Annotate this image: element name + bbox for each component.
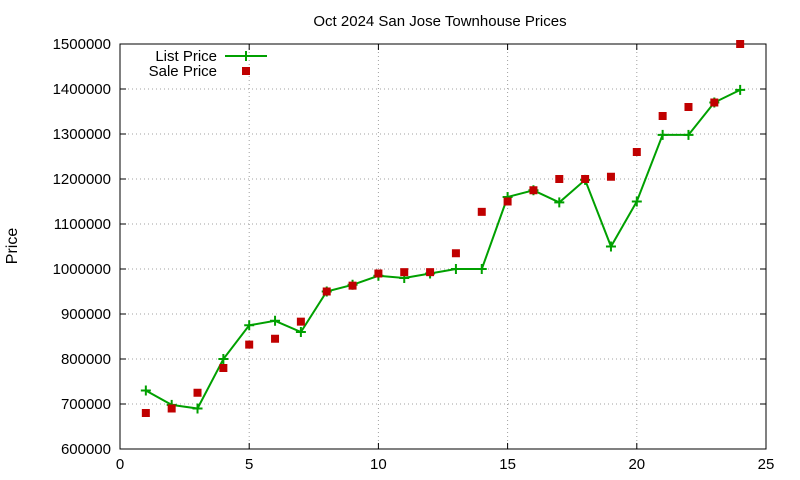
sale-price-point xyxy=(710,98,719,107)
list-price-point xyxy=(657,129,668,140)
y-axis-label: Price xyxy=(4,228,21,265)
legend-label: Sale Price xyxy=(149,63,217,80)
sale-price-point xyxy=(658,112,667,120)
sale-price-point xyxy=(581,175,590,183)
list-price-point xyxy=(631,196,642,207)
sale-price-point xyxy=(348,281,357,290)
sale-price-point xyxy=(426,268,435,277)
sale-price-point xyxy=(167,404,176,413)
list-price-point xyxy=(605,241,616,252)
sale-price-point xyxy=(141,409,150,417)
sale-price-point xyxy=(400,268,409,277)
sale-price-point xyxy=(684,103,693,111)
sale-price-point xyxy=(374,269,383,278)
list-price-point xyxy=(140,385,151,396)
legend-plus-marker xyxy=(241,51,251,61)
x-tick-label: 20 xyxy=(628,456,645,473)
list-price-point xyxy=(735,84,746,95)
axes: 0 5 10 15 20 25 600000 700000 800000 900000 100000… xyxy=(53,36,775,473)
sale-price-point xyxy=(451,249,460,258)
sale-price-point xyxy=(606,172,615,181)
y-tick-label: 1400000 xyxy=(53,81,111,98)
sale-price-point xyxy=(632,148,641,156)
list-price-point xyxy=(192,403,203,414)
sale-price-point xyxy=(477,207,486,216)
y-tick-label: 1000000 xyxy=(53,261,111,278)
y-tick-label: 800000 xyxy=(61,351,111,368)
sale-price-point xyxy=(296,317,305,326)
x-tick-label: 15 xyxy=(499,456,516,473)
list-price-point xyxy=(683,129,694,140)
sale-price-point xyxy=(529,186,538,195)
y-tick-label: 1300000 xyxy=(53,126,111,143)
list-price-point xyxy=(218,354,229,364)
sale-price-point xyxy=(322,287,331,296)
y-tick-label: 900000 xyxy=(61,306,111,323)
list-price-point xyxy=(476,264,487,274)
sale-price-point xyxy=(219,364,228,372)
list-price-point xyxy=(295,327,306,337)
series-line xyxy=(145,89,741,410)
legend-square-marker xyxy=(242,67,250,75)
y-tick-label: 600000 xyxy=(61,441,111,458)
chart-title: Oct 2024 San Jose Townhouse Prices xyxy=(313,13,566,30)
sale-price-point xyxy=(736,40,745,48)
x-tick-label: 5 xyxy=(245,456,253,473)
grid xyxy=(120,44,766,449)
y-tick-label: 1200000 xyxy=(53,171,111,188)
x-tick-label: 10 xyxy=(370,456,387,473)
list-price-point xyxy=(450,264,461,274)
sale-price-point xyxy=(193,388,202,397)
x-tick-label: 0 xyxy=(116,456,124,473)
x-tick-label: 25 xyxy=(758,456,775,473)
list-price-point xyxy=(244,320,255,331)
series-sale-price xyxy=(141,40,745,417)
sale-price-point xyxy=(503,197,512,206)
y-tick-label: 1100000 xyxy=(54,216,111,233)
list-price-point xyxy=(554,197,565,208)
legend-label: List Price xyxy=(155,48,217,65)
sale-price-point xyxy=(245,340,254,349)
y-tick-label: 700000 xyxy=(61,396,111,413)
series-list-price xyxy=(140,84,746,414)
sale-price-point xyxy=(271,334,280,343)
list-price-point xyxy=(270,315,281,326)
series xyxy=(140,40,746,417)
y-tick-label: 1500000 xyxy=(53,36,111,53)
plot-frame xyxy=(119,43,767,450)
sale-price-point xyxy=(555,175,564,183)
